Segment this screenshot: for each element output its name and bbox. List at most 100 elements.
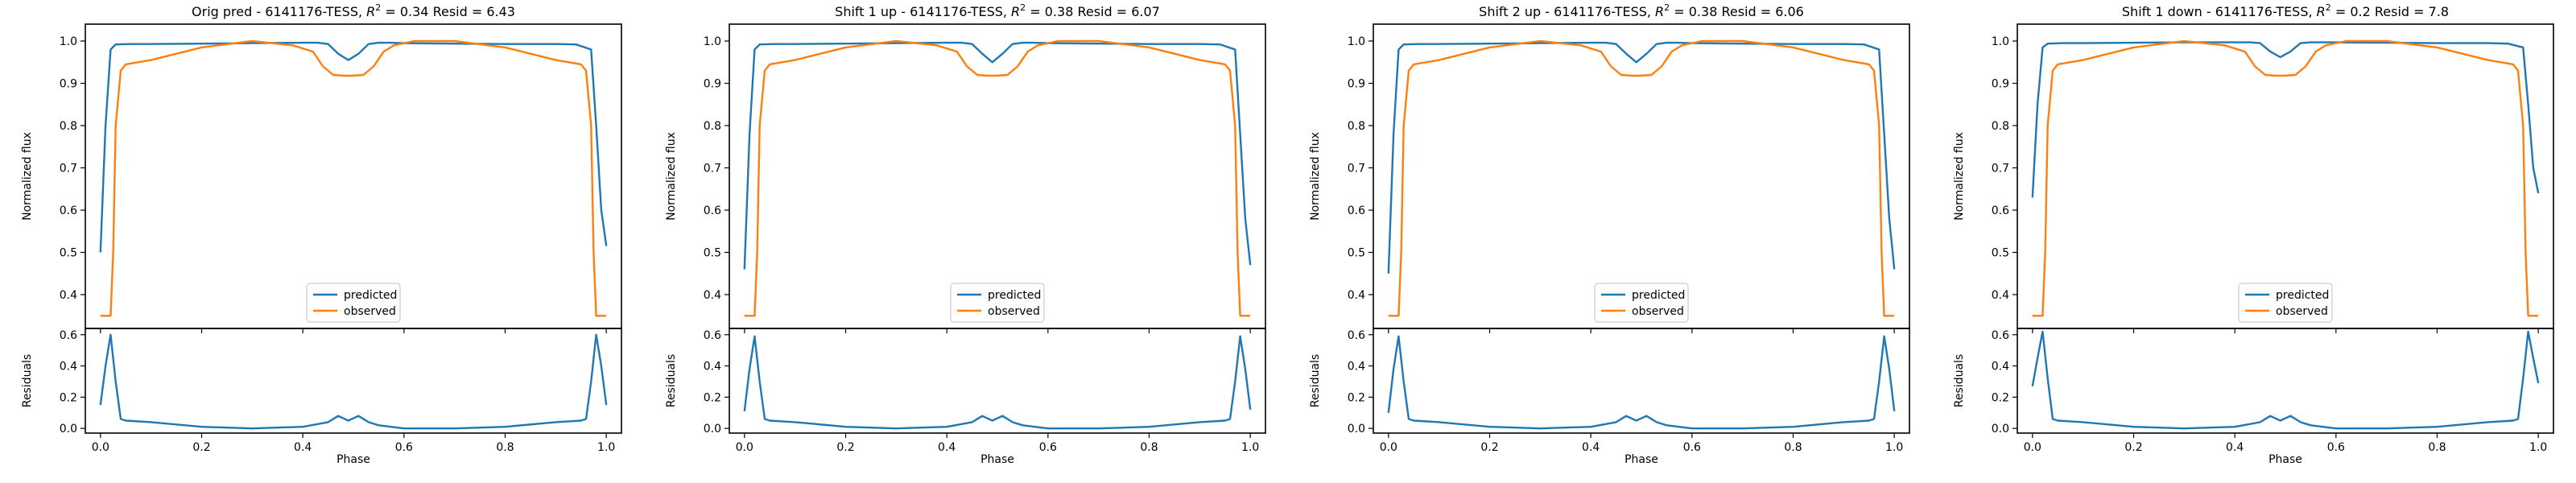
residual-ytick-label: 0.4: [1992, 361, 2009, 374]
residual-xtick-label: 0.8: [496, 441, 514, 454]
residual-xtick-label: 0.4: [294, 441, 312, 454]
legend-box: [2238, 283, 2333, 323]
series-line-predicted: [743, 41, 1252, 270]
flux-ytick-label: 0.9: [60, 78, 77, 91]
chart-panel: Orig pred - 6141176-TESS, R2 = 0.34 Resi…: [21, 2, 622, 466]
chart-title: Shift 1 up - 6141176-TESS, R2 = 0.38 Res…: [835, 2, 1160, 19]
title-r2-symbol: R: [1655, 4, 1664, 19]
flux-ytick-label: 0.6: [1992, 204, 2009, 217]
series-line-observed: [744, 39, 1251, 317]
title-r2-symbol: R: [366, 4, 375, 19]
flux-ytick-label: 1.0: [60, 35, 77, 48]
flux-ytick-label: 0.7: [704, 163, 721, 175]
series-line-observed: [1388, 39, 1895, 317]
chart-panel: Shift 1 up - 6141176-TESS, R2 = 0.38 Res…: [665, 2, 1266, 466]
residual-ylabel: Residuals: [21, 354, 34, 407]
flux-ylabel: Normalized flux: [665, 132, 678, 221]
flux-ytick-label: 0.6: [1348, 204, 1365, 217]
series-line-observed: [100, 39, 607, 317]
chart-panel: Shift 1 down - 6141176-TESS, R2 = 0.2 Re…: [1953, 2, 2554, 466]
residual-xtick-label: 0.0: [2024, 441, 2041, 454]
residual-ytick-label: 0.4: [1348, 361, 1365, 374]
residual-xtick-label: 0.2: [2124, 441, 2142, 454]
flux-ytick-label: 0.5: [704, 247, 721, 260]
flux-ytick-label: 0.5: [1992, 247, 2009, 260]
legend-label: predicted: [988, 289, 1041, 302]
flux-ytick-label: 0.9: [1348, 78, 1365, 91]
title-prefix: Shift 2 up - 6141176-TESS,: [1479, 4, 1655, 19]
residual-ytick-label: 0.0: [704, 423, 721, 436]
title-prefix: Shift 1 up - 6141176-TESS,: [835, 4, 1011, 19]
flux-ytick-label: 0.4: [1992, 289, 2009, 302]
residual-ytick-label: 0.4: [704, 361, 721, 374]
flux-ytick-label: 0.8: [60, 120, 77, 133]
residual-xtick-label: 0.8: [1140, 441, 1158, 454]
residual-ylabel: Residuals: [1309, 354, 1322, 407]
residual-ytick-label: 0.2: [1348, 391, 1365, 404]
residual-xtick-label: 1.0: [1885, 441, 1903, 454]
legend-label: predicted: [344, 289, 397, 302]
residual-axes-frame: [2017, 328, 2554, 434]
residual-xtick-label: 1.0: [597, 441, 615, 454]
title-r2-exponent: 2: [375, 2, 381, 13]
title-r2-value: = 0.2 Resid = 7.8: [2331, 4, 2449, 19]
title-r2-exponent: 2: [1020, 2, 1026, 13]
title-prefix: Orig pred - 6141176-TESS,: [192, 4, 366, 19]
flux-axes-frame: [729, 23, 1266, 329]
residual-xtick-label: 0.0: [736, 441, 753, 454]
title-r2-exponent: 2: [2326, 2, 2331, 13]
residual-ytick-label: 0.6: [1992, 329, 2009, 342]
title-r2-symbol: R: [1011, 4, 1020, 19]
flux-ylabel: Normalized flux: [1309, 132, 1322, 221]
legend: predicted observed: [1594, 283, 1689, 323]
flux-axes-frame: [2017, 23, 2554, 329]
chart-title: Shift 1 down - 6141176-TESS, R2 = 0.2 Re…: [2122, 2, 2449, 19]
chart-panel: Shift 2 up - 6141176-TESS, R2 = 0.38 Res…: [1309, 2, 1910, 466]
residual-xtick-label: 0.8: [2428, 441, 2446, 454]
legend-box: [950, 283, 1045, 323]
flux-ytick-label: 0.7: [1348, 163, 1365, 175]
residual-xtick-label: 0.6: [1039, 441, 1057, 454]
residual-xtick-label: 0.0: [92, 441, 109, 454]
legend-label: observed: [988, 305, 1040, 318]
residual-ytick-label: 0.2: [704, 391, 721, 404]
x-axis-label: Phase: [1624, 453, 1658, 466]
flux-ytick-label: 0.8: [1348, 120, 1365, 133]
flux-ytick-label: 0.9: [704, 78, 721, 91]
residual-xtick-label: 0.6: [1683, 441, 1701, 454]
series-line-residuals: [1387, 335, 1896, 430]
flux-ytick-label: 0.6: [704, 204, 721, 217]
residual-xtick-label: 0.6: [395, 441, 413, 454]
legend-box: [1594, 283, 1689, 323]
residual-ytick-label: 0.2: [60, 391, 77, 404]
title-r2-value: = 0.38 Resid = 6.07: [1026, 4, 1160, 19]
flux-ytick-label: 0.7: [1992, 163, 2009, 175]
series-line-residuals: [2031, 330, 2540, 430]
title-r2-value: = 0.38 Resid = 6.06: [1670, 4, 1804, 19]
residual-axes-frame: [1373, 328, 1910, 434]
residual-ytick-label: 0.0: [1992, 423, 2009, 436]
flux-ylabel: Normalized flux: [21, 132, 34, 221]
flux-ytick-label: 1.0: [1992, 35, 2009, 48]
legend: predicted observed: [950, 283, 1045, 323]
flux-axes-frame: [85, 23, 622, 329]
flux-ytick-label: 0.5: [60, 247, 77, 260]
flux-ytick-label: 0.4: [1348, 289, 1365, 302]
legend-label: observed: [1632, 305, 1684, 318]
residual-axes-frame: [85, 328, 622, 434]
residual-ytick-label: 0.4: [60, 361, 77, 374]
legend-label: observed: [344, 305, 396, 318]
flux-ytick-label: 1.0: [1348, 35, 1365, 48]
residual-xtick-label: 0.8: [1784, 441, 1802, 454]
residual-xtick-label: 0.2: [192, 441, 210, 454]
residual-xtick-label: 0.2: [1480, 441, 1498, 454]
flux-ytick-label: 0.6: [60, 204, 77, 217]
x-axis-label: Phase: [336, 453, 370, 466]
chart-title: Shift 2 up - 6141176-TESS, R2 = 0.38 Res…: [1479, 2, 1804, 19]
series-line-residuals: [99, 333, 608, 430]
residual-ytick-label: 0.0: [60, 423, 77, 436]
residual-xtick-label: 0.4: [938, 441, 956, 454]
flux-ylabel: Normalized flux: [1953, 132, 1966, 221]
residual-xtick-label: 0.0: [1380, 441, 1397, 454]
